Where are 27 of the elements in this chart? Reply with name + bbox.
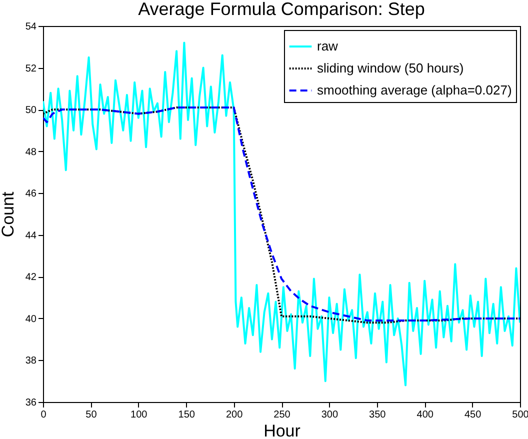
x-tick-label: 100 [130,410,148,420]
y-tick-label: 46 [25,188,37,200]
y-tick-label: 54 [25,22,37,32]
legend-label: smoothing average (alpha=0.027) [317,82,512,98]
y-tick-label: 52 [25,63,37,74]
x-tick-label: 200 [226,410,244,420]
x-tick-label: 300 [321,410,338,420]
y-tick-label: 36 [25,398,37,408]
x-tick-label: 150 [178,410,196,420]
y-tick-label: 40 [25,314,37,325]
legend-label: sliding window (50 hours) [317,60,464,76]
x-tick-label: 350 [369,410,386,420]
y-tick-label: 38 [25,356,37,367]
x-tick-label: 250 [274,410,291,420]
x-tick-label: 400 [416,410,434,420]
x-tick-label: 450 [464,410,482,420]
legend-label: raw [317,38,339,54]
y-axis-title: Count [0,192,18,238]
y-tick-label: 48 [25,146,37,158]
y-tick-label: 42 [25,272,37,284]
y-tick-label: 50 [25,105,37,116]
line-series [43,42,520,386]
x-tick-label: 0 [40,410,47,420]
x-tick-label: 50 [86,410,98,420]
chart-title: Average Formula Comparison: Step [138,0,425,19]
x-axis-title: Hour [264,422,301,439]
y-tick-label: 44 [25,230,37,242]
